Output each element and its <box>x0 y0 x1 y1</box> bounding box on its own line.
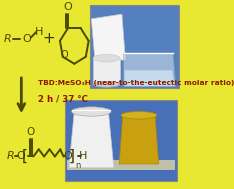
Text: H: H <box>79 151 87 161</box>
Ellipse shape <box>93 54 120 62</box>
Text: R: R <box>4 33 12 43</box>
Text: 2 h / 37 °C: 2 h / 37 °C <box>38 95 88 104</box>
Text: R: R <box>7 151 15 161</box>
Text: +: + <box>43 31 55 46</box>
Polygon shape <box>93 58 120 84</box>
Text: O: O <box>27 127 35 137</box>
Text: O: O <box>63 151 72 161</box>
Text: O: O <box>22 33 31 43</box>
Polygon shape <box>124 53 176 86</box>
Polygon shape <box>119 115 159 164</box>
Text: n: n <box>76 161 81 170</box>
Text: H: H <box>35 27 44 37</box>
Bar <box>65 100 177 181</box>
Text: O: O <box>60 50 68 60</box>
Text: ]: ] <box>68 149 74 164</box>
Text: O: O <box>63 2 72 12</box>
Ellipse shape <box>72 107 111 116</box>
Ellipse shape <box>121 112 157 119</box>
Polygon shape <box>91 14 125 60</box>
Polygon shape <box>69 112 114 168</box>
Text: O: O <box>16 151 25 161</box>
Polygon shape <box>124 70 175 86</box>
Text: [: [ <box>22 149 28 164</box>
Ellipse shape <box>93 82 120 87</box>
Bar <box>67 160 175 170</box>
Bar <box>90 5 179 88</box>
Text: TBD:MeSO₃H (near-to-the-eutectic molar ratio): TBD:MeSO₃H (near-to-the-eutectic molar r… <box>38 80 234 85</box>
